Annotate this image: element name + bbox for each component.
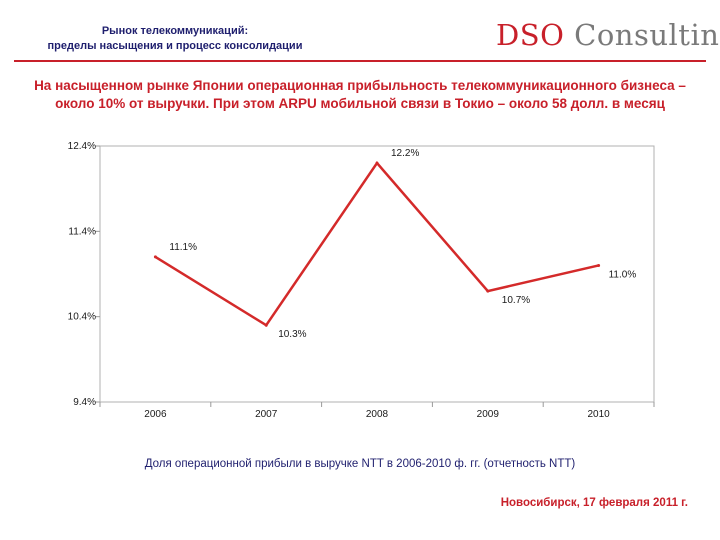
y-tick-label: 11.4% xyxy=(68,226,96,237)
x-tick-label: 2009 xyxy=(477,409,500,420)
plot-area-frame xyxy=(99,145,655,403)
operating-margin-chart: 12.4% 11.4% 10.4% 9.4% 2006 2007 2008 2009 2010 1… xyxy=(68,141,655,420)
data-label: 12.2% xyxy=(391,148,419,159)
data-point xyxy=(264,323,268,327)
x-tick-label: 2008 xyxy=(366,409,389,420)
data-label: 11.0% xyxy=(609,269,637,280)
header-line-2: пределы насыщения и процесс консолидации xyxy=(47,40,303,52)
x-tick-label: 2007 xyxy=(255,409,278,420)
y-tick-label: 12.4% xyxy=(68,141,96,152)
x-tick-label: 2006 xyxy=(144,409,167,420)
data-label: 10.7% xyxy=(502,295,530,306)
y-tick-label: 9.4% xyxy=(73,397,96,408)
logo-part-2: Consulting xyxy=(574,18,720,52)
y-tick-label: 10.4% xyxy=(68,312,96,323)
x-tick-label: 2010 xyxy=(587,409,610,420)
data-label: 10.3% xyxy=(278,329,306,340)
footer-location-date: Новосибирск, 17 февраля 2011 г. xyxy=(500,497,688,509)
data-point xyxy=(153,255,157,259)
series-line xyxy=(154,161,599,327)
data-point xyxy=(597,263,601,267)
data-point xyxy=(486,289,490,293)
data-point xyxy=(375,161,379,165)
headline-line-1: На насыщенном рынке Японии операционная … xyxy=(34,78,686,93)
slide-header: Рынок телекоммуникаций: пределы насыщени… xyxy=(0,24,350,54)
logo-part-1: DSO xyxy=(496,18,565,52)
slide-headline: На насыщенном рынке Японии операционная … xyxy=(12,77,708,113)
headline-line-2: около 10% от выручки. При этом ARPU моби… xyxy=(55,96,665,111)
dso-consulting-logo: DSO Consulting xyxy=(496,18,720,52)
chart-caption: Доля операционной прибыли в выручке NTT … xyxy=(144,458,576,470)
header-divider xyxy=(14,60,706,62)
data-label: 11.1% xyxy=(169,242,197,253)
header-line-1: Рынок телекоммуникаций: xyxy=(101,25,249,37)
